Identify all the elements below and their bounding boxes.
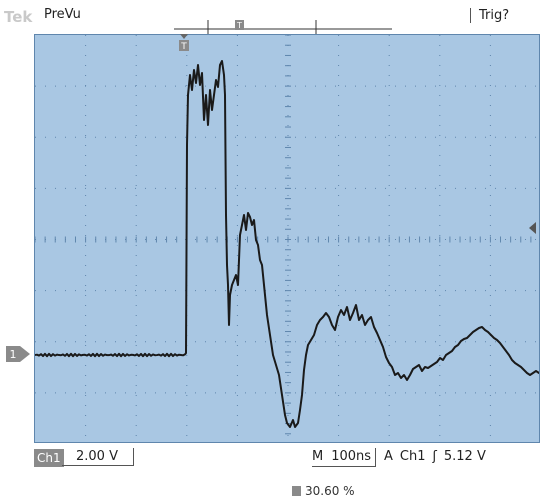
trigger-level-marker-icon[interactable]: [528, 222, 538, 234]
trigger-position-marker-icon: T: [235, 20, 244, 30]
trigger-point-icon: T: [178, 34, 190, 56]
graticule-grid: [35, 35, 540, 443]
trigger-source: Ch1: [400, 449, 426, 464]
trigger-position-icon: [292, 486, 301, 496]
trigger-status: Trig?: [470, 8, 509, 23]
trigger-level: 5.12 V: [444, 449, 486, 464]
trigger-slope-icon: ʃ: [433, 449, 437, 464]
grid-lines: [35, 35, 540, 443]
trigger-type: A: [384, 449, 393, 464]
channel-tag[interactable]: Ch1: [34, 449, 64, 467]
svg-text:1: 1: [10, 348, 17, 361]
record-view-bar: T: [0, 0, 541, 34]
svg-text:T: T: [236, 21, 242, 30]
trigger-position-readout: 30.60 %: [292, 484, 355, 498]
trigger-readout[interactable]: A Ch1 ʃ 5.12 V: [384, 448, 493, 466]
status-bar: Tek PreVu T Trig?: [0, 0, 541, 34]
timebase-mode: M: [312, 449, 323, 464]
trigger-position-value: 30.60 %: [305, 484, 355, 498]
timebase-value: 100ns: [331, 449, 371, 464]
svg-text:T: T: [180, 42, 187, 52]
waveform-graticule[interactable]: [34, 34, 540, 443]
readout-bar: Ch1 2.00 V M 100ns A Ch1 ʃ 5.12 V: [0, 448, 541, 470]
timebase-readout[interactable]: M 100ns: [312, 448, 376, 467]
channel-scale[interactable]: 2.00 V: [62, 448, 134, 466]
channel-1-marker-icon[interactable]: 1: [6, 344, 34, 364]
